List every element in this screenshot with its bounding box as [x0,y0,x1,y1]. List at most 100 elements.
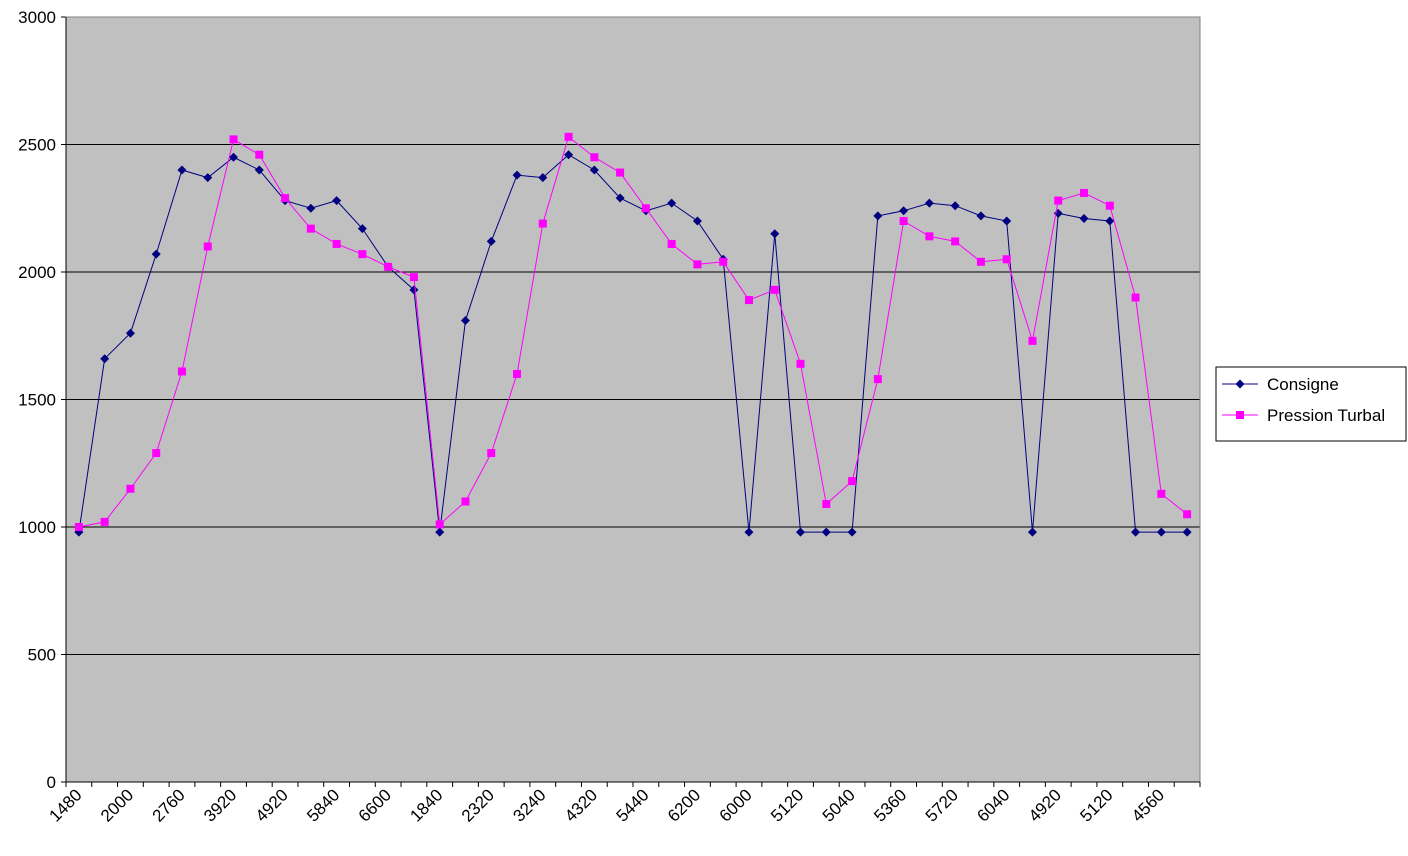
marker [1131,527,1141,537]
marker [460,315,470,325]
marker [693,260,702,269]
marker [74,523,83,531]
marker [1079,213,1089,223]
x-tick-label: 3240 [509,785,549,825]
marker [100,354,110,364]
marker [848,477,857,486]
x-tick-label: 5440 [613,785,653,825]
marker [125,328,135,338]
marker [692,216,702,226]
marker [1157,489,1166,498]
marker [229,135,238,144]
marker [1002,255,1011,264]
marker [100,517,109,526]
marker [976,211,986,221]
y-tick-label: 2000 [18,263,56,282]
x-tick-label: 5720 [922,785,962,825]
marker [1131,293,1140,302]
x-tick-label: 5840 [303,785,343,825]
marker [951,237,960,246]
y-tick-label: 1500 [18,391,56,410]
marker [177,367,186,376]
marker [229,152,239,162]
marker [126,484,135,493]
marker [822,500,831,509]
marker [796,359,805,368]
marker [461,497,470,506]
x-tick-label: 6040 [973,785,1013,825]
marker [847,527,857,537]
marker [1235,379,1245,389]
x-tick-label: 4560 [1128,785,1168,825]
marker [254,165,264,175]
marker [409,273,418,282]
x-tick-label: 6200 [664,785,704,825]
marker [255,150,264,159]
x-tick-label: 4920 [1025,785,1065,825]
series-line [78,154,1188,533]
marker [409,285,419,295]
marker [1236,411,1244,419]
y-tick-label: 3000 [18,8,56,27]
marker [1105,201,1114,210]
marker [487,449,496,458]
marker [1183,510,1192,519]
marker [435,527,445,537]
marker [281,194,290,203]
marker [615,193,625,203]
marker [1027,527,1037,537]
marker [1028,336,1037,345]
marker [924,198,934,208]
marker [1105,216,1115,226]
x-tick-label: 3920 [200,785,240,825]
marker [873,211,883,221]
marker [384,262,393,271]
y-tick-label: 2500 [18,136,56,155]
x-tick-label: 4320 [561,785,601,825]
y-tick-label: 500 [28,646,56,665]
marker [1054,196,1063,205]
y-tick-label: 1000 [18,518,56,537]
marker [796,527,806,537]
marker [357,224,367,234]
legend-box [1215,366,1407,442]
marker [925,232,934,241]
legend-label: Consigne [1267,375,1339,394]
marker [899,206,909,216]
marker [899,217,908,225]
legend-label: Pression Turbal [1267,406,1385,425]
marker [976,257,985,266]
x-tick-label: 5120 [767,785,807,825]
marker [151,249,161,259]
marker [873,375,882,384]
marker [641,204,650,213]
x-tick-label: 5120 [1076,785,1116,825]
marker [667,198,677,208]
marker [590,153,599,162]
marker [589,165,599,175]
marker [306,224,315,233]
marker [950,201,960,211]
marker [203,242,212,251]
marker [435,520,444,529]
marker [667,239,676,248]
x-tick-label: 2000 [97,785,137,825]
x-tick-label: 5360 [870,785,910,825]
marker [203,173,213,183]
marker [512,170,522,180]
marker [306,203,316,213]
x-tick-label: 2320 [458,785,498,825]
x-tick-label: 6000 [716,785,756,825]
marker [1080,188,1089,197]
marker [564,132,573,141]
marker [719,257,728,266]
marker [513,370,522,378]
marker [486,236,496,246]
marker [332,239,341,248]
x-tick-label: 2760 [149,785,189,825]
x-tick-label: 4920 [252,785,292,825]
marker [177,165,187,175]
marker [744,296,753,305]
x-tick-label: 5040 [819,785,859,825]
